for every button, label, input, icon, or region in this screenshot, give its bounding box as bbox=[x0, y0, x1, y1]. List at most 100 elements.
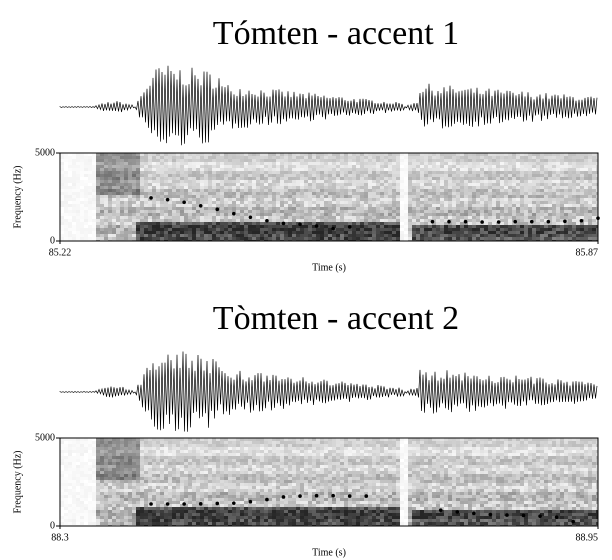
spectro-cell bbox=[372, 162, 376, 165]
spectro-cell bbox=[304, 171, 308, 174]
spectro-cell bbox=[192, 180, 196, 183]
spectro-cell bbox=[424, 192, 428, 195]
spectro-cell bbox=[116, 513, 120, 516]
spectro-cell bbox=[520, 174, 524, 177]
spectro-cell bbox=[84, 468, 88, 471]
spectro-cell bbox=[536, 225, 540, 228]
spectro-cell bbox=[64, 198, 68, 201]
spectro-cell bbox=[124, 489, 128, 492]
spectro-cell bbox=[112, 162, 116, 165]
spectro-cell bbox=[480, 177, 484, 180]
spectro-cell bbox=[456, 234, 460, 237]
spectro-cell bbox=[272, 207, 276, 210]
spectro-cell bbox=[448, 201, 452, 204]
spectro-cell bbox=[188, 162, 192, 165]
spectro-cell bbox=[476, 189, 480, 192]
spectro-cell bbox=[104, 474, 108, 477]
spectro-cell bbox=[124, 468, 128, 471]
spectro-cell bbox=[424, 186, 428, 189]
spectro-cell bbox=[84, 189, 88, 192]
spectro-cell bbox=[144, 177, 148, 180]
spectro-cell bbox=[108, 477, 112, 480]
spectro-cell bbox=[372, 192, 376, 195]
spectro-cell bbox=[132, 228, 136, 231]
spectro-cell bbox=[120, 156, 124, 159]
spectro-cell bbox=[252, 219, 256, 222]
spectro-cell bbox=[72, 492, 76, 495]
spectro-cell bbox=[408, 219, 412, 222]
spectro-cell bbox=[464, 192, 468, 195]
spectro-cell bbox=[376, 213, 380, 216]
spectro-cell bbox=[168, 234, 172, 237]
spectro-cell bbox=[76, 180, 80, 183]
spectro-cell bbox=[480, 231, 484, 234]
spectro-cell bbox=[148, 171, 152, 174]
spectro-cell bbox=[140, 480, 144, 483]
spectro-cell bbox=[148, 210, 152, 213]
spectro-cell bbox=[360, 204, 364, 207]
spectro-cell bbox=[172, 513, 176, 516]
spectro-cell bbox=[340, 234, 344, 237]
spectro-cell bbox=[536, 162, 540, 165]
spectro-cell bbox=[244, 213, 248, 216]
spectro-cell bbox=[148, 444, 152, 447]
spectro-cell bbox=[64, 471, 68, 474]
spectro-cell bbox=[372, 210, 376, 213]
spectro-cell bbox=[284, 189, 288, 192]
spectro-cell bbox=[112, 174, 116, 177]
spectro-cell bbox=[100, 162, 104, 165]
spectro-cell bbox=[416, 189, 420, 192]
spectro-cell bbox=[472, 204, 476, 207]
formant-point bbox=[215, 208, 219, 212]
spectro-cell bbox=[504, 207, 508, 210]
spectro-cell bbox=[136, 156, 140, 159]
spectro-cell bbox=[120, 474, 124, 477]
spectro-cell bbox=[164, 477, 168, 480]
spectro-cell bbox=[100, 222, 104, 225]
spectro-cell bbox=[428, 231, 432, 234]
spectro-cell bbox=[320, 192, 324, 195]
spectro-cell bbox=[112, 447, 116, 450]
spectro-cell bbox=[528, 201, 532, 204]
spectro-cell bbox=[444, 222, 448, 225]
spectro-cell bbox=[156, 195, 160, 198]
spectro-cell bbox=[292, 162, 296, 165]
spectro-cell bbox=[452, 189, 456, 192]
spectro-cell bbox=[536, 177, 540, 180]
spectro-cell bbox=[240, 171, 244, 174]
spectro-cell bbox=[388, 177, 392, 180]
spectro-cell bbox=[492, 192, 496, 195]
spectro-cell bbox=[200, 174, 204, 177]
spectro-cell bbox=[412, 237, 416, 240]
spectro-cell bbox=[352, 156, 356, 159]
spectro-cell bbox=[72, 159, 76, 162]
spectro-cell bbox=[360, 228, 364, 231]
spectro-cell bbox=[540, 162, 544, 165]
spectro-cell bbox=[68, 495, 72, 498]
spectro-cell bbox=[328, 168, 332, 171]
spectro-cell bbox=[204, 183, 208, 186]
spectro-cell bbox=[88, 501, 92, 504]
spectro-cell bbox=[484, 168, 488, 171]
spectro-cell bbox=[212, 195, 216, 198]
spectro-cell bbox=[152, 474, 156, 477]
spectro-cell bbox=[160, 519, 164, 522]
spectro-cell bbox=[116, 228, 120, 231]
spectro-cell bbox=[220, 156, 224, 159]
spectro-cell bbox=[168, 228, 172, 231]
spectro-cell bbox=[176, 519, 180, 522]
spectro-cell bbox=[68, 471, 72, 474]
spectro-cell bbox=[88, 468, 92, 471]
spectro-cell bbox=[76, 207, 80, 210]
spectro-cell bbox=[288, 210, 292, 213]
spectro-cell bbox=[240, 222, 244, 225]
spectro-cell bbox=[104, 522, 108, 525]
spectro-cell bbox=[124, 492, 128, 495]
spectro-cell bbox=[156, 192, 160, 195]
formant-point bbox=[315, 224, 319, 228]
spectro-cell bbox=[84, 474, 88, 477]
spectro-cell bbox=[220, 219, 224, 222]
spectro-cell bbox=[568, 237, 572, 240]
spectro-cell bbox=[272, 165, 276, 168]
spectro-cell bbox=[532, 183, 536, 186]
